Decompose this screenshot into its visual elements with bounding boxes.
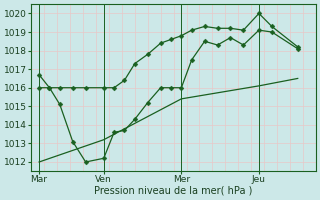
X-axis label: Pression niveau de la mer( hPa ): Pression niveau de la mer( hPa ) (94, 186, 253, 196)
